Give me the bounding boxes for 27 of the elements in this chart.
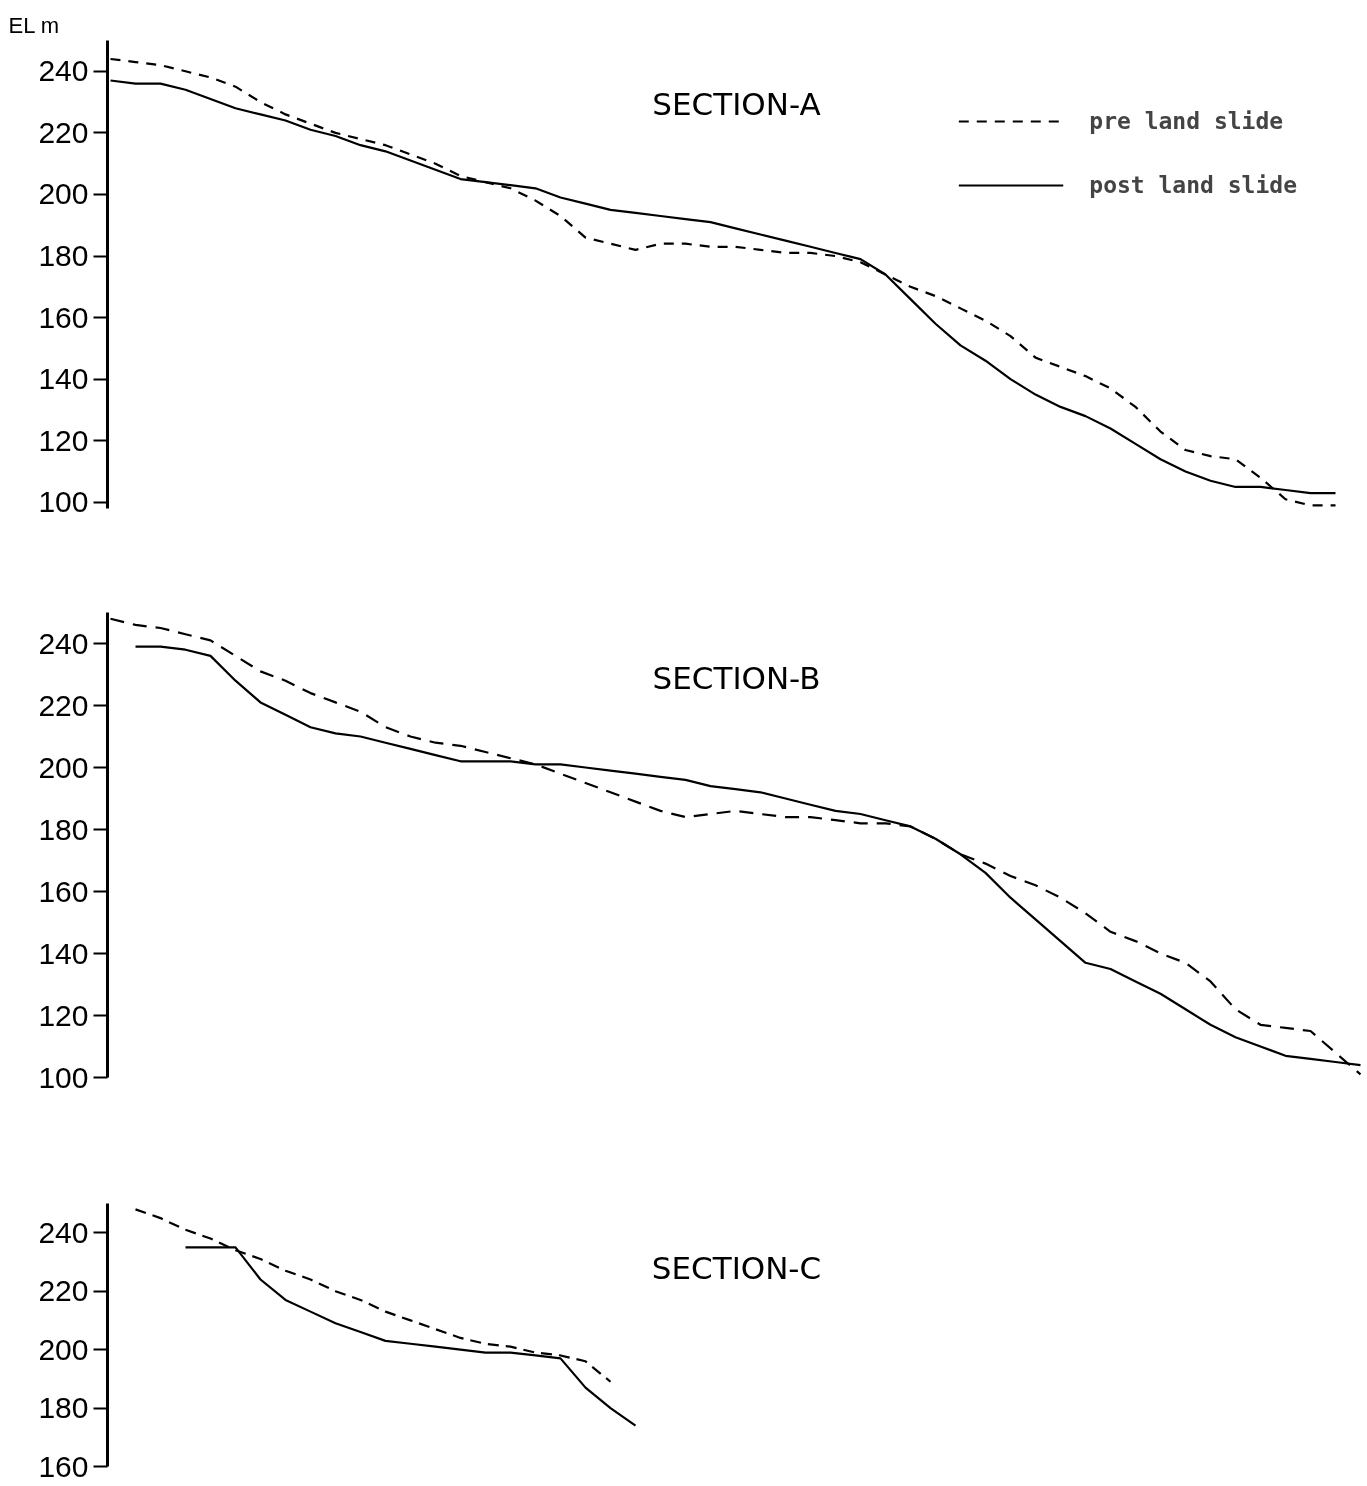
y-tick-label: 240 xyxy=(38,1215,89,1249)
y-tick-label: 160 xyxy=(38,1449,89,1483)
y-tick-label: 140 xyxy=(38,362,89,396)
y-tick-label: 220 xyxy=(38,688,89,722)
y-tick-label: 100 xyxy=(38,1060,89,1094)
y-tick-label: 180 xyxy=(38,812,89,846)
text: SECTION-A xyxy=(652,85,821,122)
y-tick-label: 240 xyxy=(38,54,89,88)
legend-label: pre land slide xyxy=(1089,108,1284,134)
text: SECTION-B xyxy=(652,659,821,696)
y-tick-label: 140 xyxy=(38,936,89,970)
y-tick-label: 180 xyxy=(38,1391,89,1425)
text: SECTION-C xyxy=(651,1249,822,1286)
y-tick-label: 100 xyxy=(38,485,89,519)
y-tick-label: 180 xyxy=(38,239,89,273)
legend-label: post land slide xyxy=(1089,172,1297,198)
y-tick-label: 200 xyxy=(38,177,89,211)
y-tick-label: 120 xyxy=(38,423,89,457)
y-tick-label: 160 xyxy=(38,874,89,908)
y-axis-title: EL m xyxy=(8,12,60,38)
y-tick-label: 240 xyxy=(38,626,89,660)
y-tick-label: 160 xyxy=(38,300,89,334)
y-tick-label: 220 xyxy=(38,1274,89,1308)
y-tick-label: 200 xyxy=(38,1332,89,1366)
y-tick-label: 200 xyxy=(38,750,89,784)
y-tick-label: 120 xyxy=(38,998,89,1032)
y-tick-label: 220 xyxy=(38,115,89,149)
